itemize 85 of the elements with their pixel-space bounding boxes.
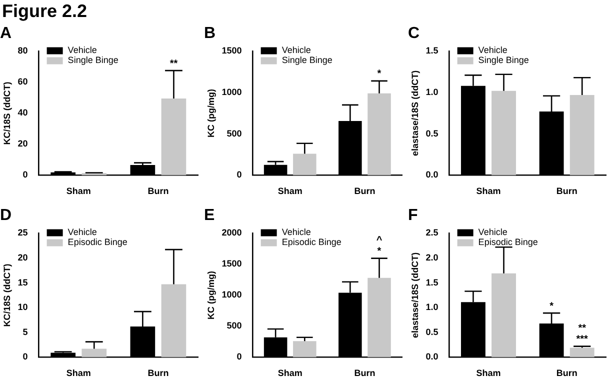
annotation: * [377, 246, 382, 258]
bar [82, 348, 107, 358]
y-tick-label: 1.5 [426, 277, 438, 288]
y-tick-label: 0.0 [426, 170, 438, 180]
x-tick-label: Burn [148, 368, 169, 378]
annotation: *** [576, 334, 588, 346]
y-axis-title: elastase/18S (ddCT) [410, 252, 420, 338]
y-axis-title: KC (pg/mg) [206, 88, 216, 138]
chart-title: Figure 2.2 [2, 1, 88, 21]
y-tick-label: 80 [18, 46, 28, 56]
x-tick-label: Sham [278, 368, 302, 378]
legend-label: Vehicle [478, 45, 508, 56]
y-tick-label: 1000 [222, 290, 242, 300]
legend-label: Single Binge [68, 55, 118, 66]
legend-label: Vehicle [68, 227, 97, 238]
bar [492, 90, 516, 176]
y-tick-label: 2000 [222, 228, 242, 238]
annotation: ** [170, 58, 178, 70]
x-tick-label: Sham [476, 186, 501, 196]
x-tick-label: Sham [476, 368, 501, 378]
y-tick-label: 0 [22, 352, 28, 362]
chart-subtitle: A [0, 25, 12, 42]
y-tick-label: 0.0 [426, 352, 438, 362]
y-axis-title: KC/18S (ddCT) [2, 264, 12, 327]
y-tick-label: 1.0 [426, 87, 438, 98]
legend-label: Vehicle [68, 45, 97, 56]
bar [293, 154, 316, 176]
x-tick-label: Burn [354, 186, 376, 196]
legend-label: Episodic Binge [68, 237, 128, 248]
y-tick-label: 15 [18, 277, 28, 288]
legend-label: Episodic Binge [478, 237, 538, 248]
x-tick-label: Burn [354, 368, 376, 378]
y-tick-label: 1.5 [426, 46, 438, 56]
chart-title: E [204, 207, 215, 224]
y-tick-label: 10 [18, 302, 28, 312]
x-tick-label: Burn [556, 186, 578, 196]
y-tick-label: 0.5 [426, 326, 438, 337]
bar [368, 93, 391, 176]
y-axis-title: KC/18S (ddCT) [2, 82, 12, 145]
legend-label: Vehicle [478, 227, 508, 238]
chart-title: C [408, 25, 420, 42]
bar [161, 284, 186, 358]
bar [570, 348, 594, 358]
y-tick-label: 2.5 [426, 228, 438, 238]
y-tick-label: 20 [18, 252, 28, 262]
chart-title: B [204, 25, 216, 42]
legend-label: Vehicle [282, 45, 311, 56]
legend-label: Episodic Binge [282, 237, 342, 248]
y-tick-label: 1500 [222, 46, 242, 56]
annotation: ^ [376, 235, 382, 246]
x-tick-label: Sham [278, 186, 302, 196]
legend-label: Vehicle [282, 227, 311, 238]
annotation: * [550, 300, 554, 312]
annotation: ** [578, 323, 586, 334]
x-tick-label: Burn [556, 368, 578, 378]
chart-title: D [0, 207, 12, 224]
x-tick-label: Sham [66, 368, 91, 378]
annotation: * [377, 68, 382, 80]
y-tick-label: 0.5 [426, 128, 438, 138]
bar [570, 95, 594, 176]
x-tick-label: Sham [66, 186, 91, 196]
y-tick-label: 25 [18, 228, 28, 238]
bar [293, 341, 316, 358]
y-axis-title: KC (pg/mg) [206, 270, 216, 320]
bar [492, 273, 516, 358]
y-tick-label: 1500 [222, 258, 242, 269]
bar [368, 278, 391, 358]
y-tick-label: 2.0 [426, 252, 438, 262]
bar [161, 98, 186, 176]
y-tick-label: 5 [22, 326, 28, 337]
chart-title: F [408, 207, 418, 224]
legend-label: Single Binge [478, 55, 529, 66]
y-tick-label: 500 [226, 128, 242, 138]
y-tick-label: 40 [18, 108, 28, 118]
y-tick-label: 0 [236, 352, 242, 362]
legend-label: Single Binge [282, 55, 332, 66]
y-tick-label: 0 [22, 170, 28, 180]
y-tick-label: 500 [226, 320, 242, 331]
y-tick-label: 1.0 [426, 302, 438, 312]
x-tick-label: Burn [148, 186, 169, 196]
y-tick-label: 60 [18, 76, 28, 87]
y-tick-label: 1000 [222, 87, 242, 98]
y-tick-label: 0 [236, 170, 242, 180]
y-tick-label: 20 [18, 138, 28, 149]
y-axis-title: elastase/18S (ddCT) [410, 70, 420, 156]
